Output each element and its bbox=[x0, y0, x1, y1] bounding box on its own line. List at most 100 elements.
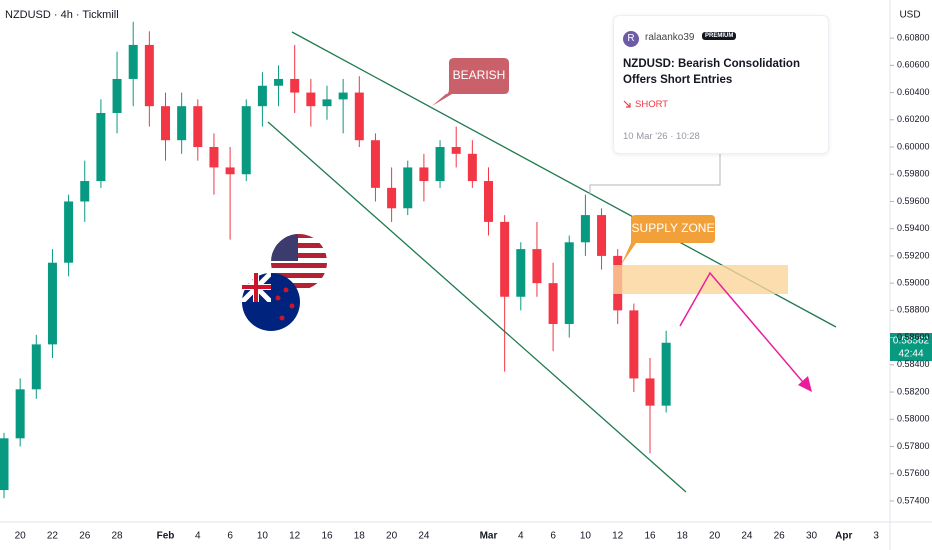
y-tick-label: 0.60000 bbox=[897, 141, 930, 151]
candle-body bbox=[193, 106, 203, 148]
candle-body bbox=[564, 242, 574, 324]
x-tick-label: 6 bbox=[227, 531, 233, 542]
direction: SHORT bbox=[635, 99, 669, 110]
candle-body bbox=[80, 181, 90, 202]
candle-body bbox=[144, 44, 154, 107]
nzd-flag bbox=[242, 273, 300, 331]
candle-body bbox=[338, 92, 348, 100]
candle-body bbox=[387, 187, 397, 209]
idea-title: NZDUSD: Bearish Consolidation Offers Sho… bbox=[623, 58, 800, 86]
y-tick-label: 0.58200 bbox=[897, 386, 930, 396]
y-tick-label: 0.58800 bbox=[897, 305, 930, 315]
y-tick-label: 0.59800 bbox=[897, 169, 930, 179]
x-tick-label: 10 bbox=[580, 531, 592, 542]
x-tick-label: 24 bbox=[741, 531, 753, 542]
candle-body bbox=[112, 78, 122, 113]
date: 10 Mar '26 · 10:28 bbox=[623, 131, 700, 142]
badge: PREMIUM bbox=[702, 32, 737, 40]
candle-body bbox=[516, 249, 526, 297]
candle-body bbox=[96, 112, 106, 182]
x-tick-label: 24 bbox=[418, 531, 430, 542]
candle-body bbox=[257, 85, 267, 107]
candle-body bbox=[177, 106, 187, 141]
y-tick-label: 0.60400 bbox=[897, 87, 930, 97]
candle-body bbox=[645, 378, 655, 406]
x-tick-label: 6 bbox=[550, 531, 556, 542]
candle-body bbox=[161, 106, 170, 141]
candle-body bbox=[403, 167, 413, 209]
x-tick-label: Apr bbox=[835, 531, 852, 542]
x-tick-label: Mar bbox=[480, 531, 498, 542]
y-tick-label: 0.60200 bbox=[897, 114, 930, 124]
candle-body bbox=[241, 106, 251, 175]
y-tick-label: 0.60600 bbox=[897, 60, 930, 70]
candle-body bbox=[0, 438, 9, 491]
y-tick-label: 0.59200 bbox=[897, 250, 930, 260]
y-tick-label: 0.58000 bbox=[897, 414, 930, 424]
avatar: R bbox=[623, 31, 639, 47]
candle-body bbox=[31, 344, 41, 390]
y-tick-label: 0.57400 bbox=[897, 495, 930, 505]
x-tick-label: 22 bbox=[47, 531, 59, 542]
connector bbox=[589, 152, 721, 195]
author: ralaanko39 bbox=[645, 32, 695, 43]
candle-body bbox=[64, 201, 74, 263]
x-tick-label: 26 bbox=[774, 531, 786, 542]
x-tick-label: Feb bbox=[157, 531, 175, 542]
candle-body bbox=[597, 215, 607, 256]
x-tick-label: 20 bbox=[386, 531, 398, 542]
projection-arrow bbox=[679, 271, 809, 389]
x-tick-label: 16 bbox=[321, 531, 333, 542]
y-tick-label: 0.57600 bbox=[897, 468, 930, 478]
symbol-title: NZDUSD · 4h · Tickmill bbox=[5, 9, 119, 21]
candle-body bbox=[370, 140, 380, 188]
candle-body bbox=[661, 342, 671, 406]
y-tick-label: 0.59400 bbox=[897, 223, 930, 233]
x-tick-label: 10 bbox=[257, 531, 269, 542]
candle-body bbox=[548, 283, 558, 324]
x-tick-label: 18 bbox=[677, 531, 689, 542]
x-tick-label: 16 bbox=[644, 531, 656, 542]
x-tick-label: 30 bbox=[806, 531, 818, 542]
candle-body bbox=[532, 249, 542, 284]
candle-body bbox=[322, 99, 332, 107]
candle-body bbox=[225, 167, 235, 175]
bearish-callout bbox=[432, 58, 509, 106]
candle-body bbox=[451, 147, 461, 154]
x-tick-label: 12 bbox=[289, 531, 301, 542]
x-tick-label: 20 bbox=[15, 531, 27, 542]
y-tick-label: 0.58600 bbox=[897, 332, 930, 342]
bearish-label: BEARISH bbox=[453, 68, 506, 82]
candle-body bbox=[354, 92, 364, 141]
lower-trendline bbox=[267, 121, 687, 493]
candle-body bbox=[290, 78, 300, 93]
arrow-head bbox=[798, 376, 812, 392]
idea-card[interactable]: R ralaanko39 PREMIUM NZDUSD: Bearish Con… bbox=[613, 15, 829, 154]
candle-body bbox=[467, 153, 477, 182]
x-tick-label: 18 bbox=[354, 531, 366, 542]
candles bbox=[0, 21, 671, 499]
y-tick-label: 0.60800 bbox=[897, 32, 930, 42]
currency: USD bbox=[899, 10, 920, 21]
x-tick-label: 4 bbox=[195, 531, 201, 542]
candle-body bbox=[629, 310, 639, 379]
supply-label: SUPPLY ZONE bbox=[632, 221, 715, 235]
candle-body bbox=[500, 221, 510, 297]
y-tick-label: 0.59600 bbox=[897, 196, 930, 206]
candle-body bbox=[484, 181, 493, 222]
price-tag bbox=[890, 333, 932, 361]
x-tick-label: 12 bbox=[612, 531, 624, 542]
y-tick-label: 0.59000 bbox=[897, 278, 930, 288]
countdown: 42:44 bbox=[898, 349, 923, 360]
last-price: 0.58562 bbox=[893, 336, 930, 347]
candle-body bbox=[419, 167, 429, 182]
x-tick-label: 4 bbox=[518, 531, 524, 542]
x-tick-label: 28 bbox=[111, 531, 123, 542]
x-tick-label: 20 bbox=[709, 531, 721, 542]
y-tick-label: 0.57800 bbox=[897, 441, 930, 451]
supply-callout bbox=[621, 215, 715, 265]
candle-body bbox=[274, 78, 284, 86]
